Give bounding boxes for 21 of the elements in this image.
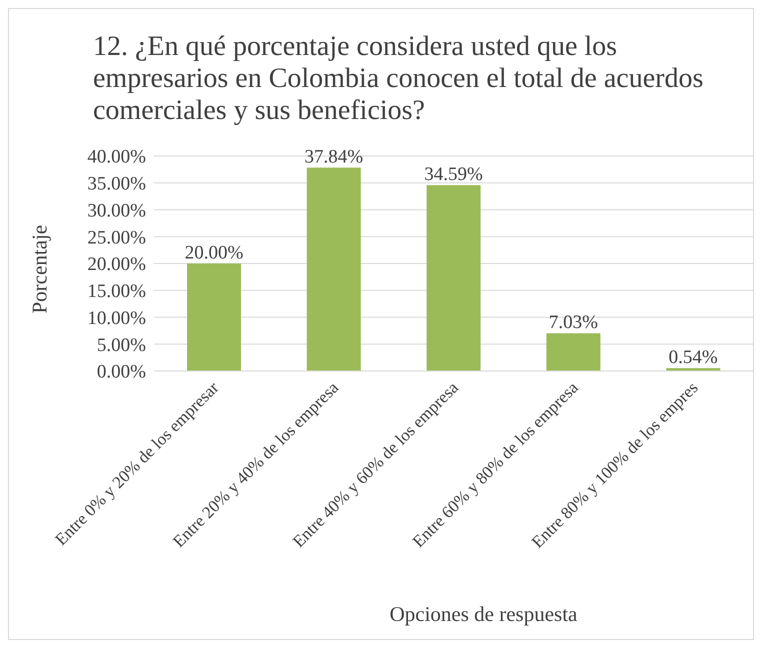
y-tick-label: 35.00% [87,174,146,195]
data-label: 7.03% [548,312,598,334]
bar [426,185,481,371]
y-tick-label: 0.00% [96,362,146,383]
x-axis-title: Opciones de respuesta [390,602,578,626]
chart-title: 12. ¿En qué porcentaje considera usted que los empresarios en Colombia conocen el total de acuerdos comerciales y sus beneficios? [93,31,704,127]
y-tick-label: 20.00% [87,254,146,276]
y-tick-label: 15.00% [87,281,146,302]
y-tick-label: 30.00% [87,200,146,222]
y-tick-label: 10.00% [87,308,146,329]
data-label: 34.59% [424,164,484,186]
bar [187,264,241,371]
y-tick-label: 5.00% [96,334,146,356]
y-tick-label: 25.00% [87,227,146,248]
bar [306,168,361,371]
bar [546,333,600,371]
data-label: 0.54% [668,347,718,368]
data-label: 20.00% [184,242,244,264]
y-tick-label: 40.00% [87,146,146,168]
data-label: 37.84% [304,146,364,168]
y-axis-title: Porcentaje [27,224,52,314]
